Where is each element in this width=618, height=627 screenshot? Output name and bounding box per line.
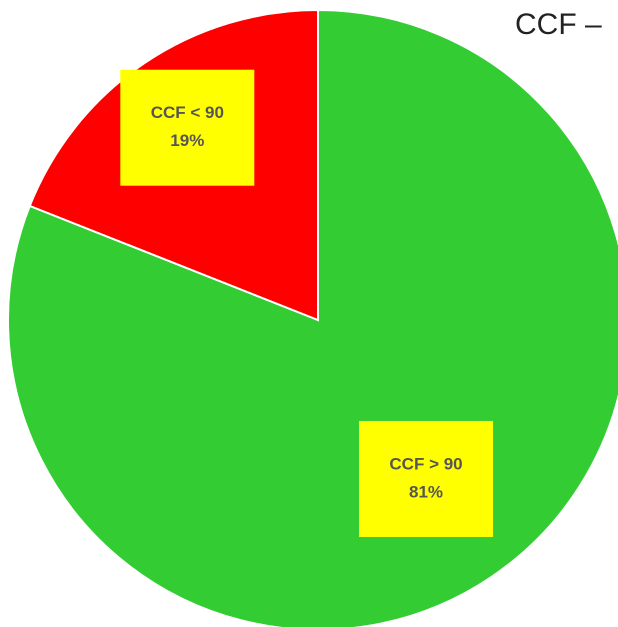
data-label: 19% (170, 131, 204, 150)
data-label-box (120, 69, 255, 186)
data-label-box (359, 420, 494, 537)
category-label: CCF < 90 (151, 103, 224, 122)
data-label: 81% (409, 482, 443, 501)
chart-title: CCF – (515, 8, 602, 41)
category-label: CCF > 90 (389, 454, 462, 473)
